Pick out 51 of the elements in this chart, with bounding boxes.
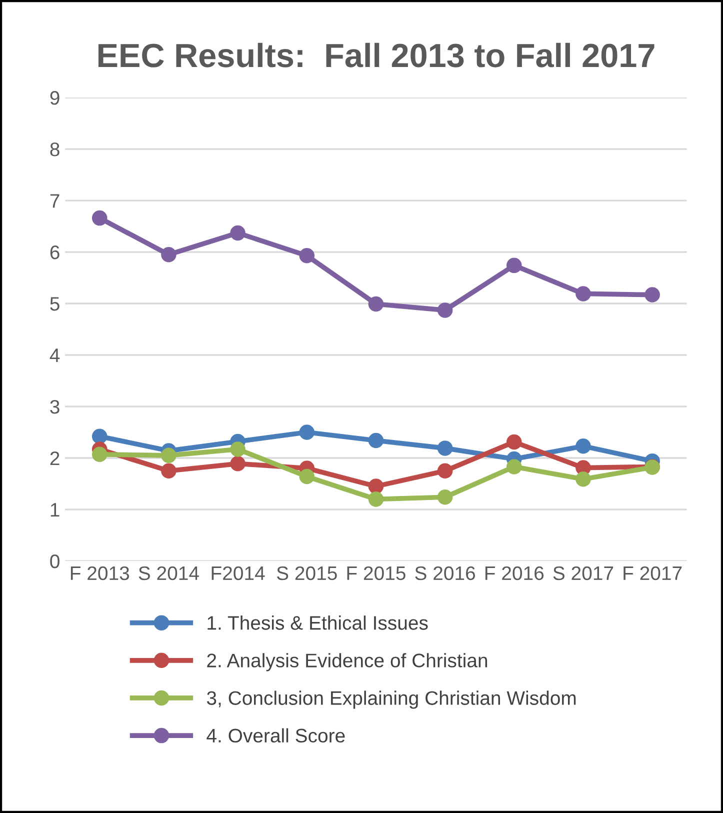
x-tick-label: S 2014 — [138, 566, 199, 580]
y-tick-label: 4 — [50, 348, 60, 362]
point — [368, 432, 384, 448]
y-tick-label: 7 — [50, 194, 60, 208]
point — [161, 463, 176, 478]
chart-title: EEC Results: Fall 2013 to Fall 2017 — [98, 42, 654, 68]
point — [299, 424, 315, 440]
point — [576, 438, 591, 454]
point — [506, 258, 522, 274]
point — [576, 471, 591, 487]
point — [230, 442, 246, 457]
point — [644, 287, 660, 302]
point — [437, 489, 453, 505]
x-tick-label: S 2016 — [415, 566, 476, 580]
point — [299, 468, 315, 484]
point — [437, 463, 453, 478]
point — [299, 248, 315, 264]
x-tick-label: F2014 — [212, 566, 265, 580]
y-tick-label: 0 — [50, 554, 60, 568]
point — [506, 434, 522, 450]
x-tick-label: F 2016 — [485, 566, 544, 580]
point — [230, 456, 246, 472]
point — [437, 302, 453, 318]
x-tick-label: S 2015 — [276, 566, 337, 580]
y-tick-label: 9 — [50, 91, 60, 105]
x-tick-label: S 2017 — [553, 566, 614, 580]
point — [576, 286, 591, 302]
point — [368, 296, 384, 312]
point — [161, 448, 176, 464]
point — [161, 246, 176, 262]
point — [230, 225, 246, 241]
x-tick-label: F 2013 — [70, 566, 130, 580]
point — [437, 440, 453, 456]
point — [92, 210, 108, 226]
y-tick-label: 6 — [50, 246, 60, 260]
y-tick-label: 3 — [50, 400, 60, 414]
x-tick-label: F 2015 — [347, 566, 406, 580]
point — [92, 446, 108, 462]
legend-label: 4. Overall Score — [206, 728, 345, 743]
point — [92, 428, 108, 444]
legend-label: 1. Thesis & Ethical Issues — [208, 616, 428, 630]
y-tick-label: 5 — [50, 297, 60, 311]
point — [368, 478, 384, 494]
point — [506, 459, 522, 474]
x-tick-label: F 2017 — [624, 566, 682, 580]
y-tick-label: 8 — [50, 142, 60, 156]
y-tick-label: 1 — [50, 503, 60, 517]
legend-label: 3, Conclusion Explaining Christian Wisdom — [206, 690, 576, 709]
point — [368, 492, 384, 507]
legend-label: 2. Analysis Evidence of Christian — [207, 653, 488, 672]
y-tick-label: 2 — [50, 451, 60, 466]
